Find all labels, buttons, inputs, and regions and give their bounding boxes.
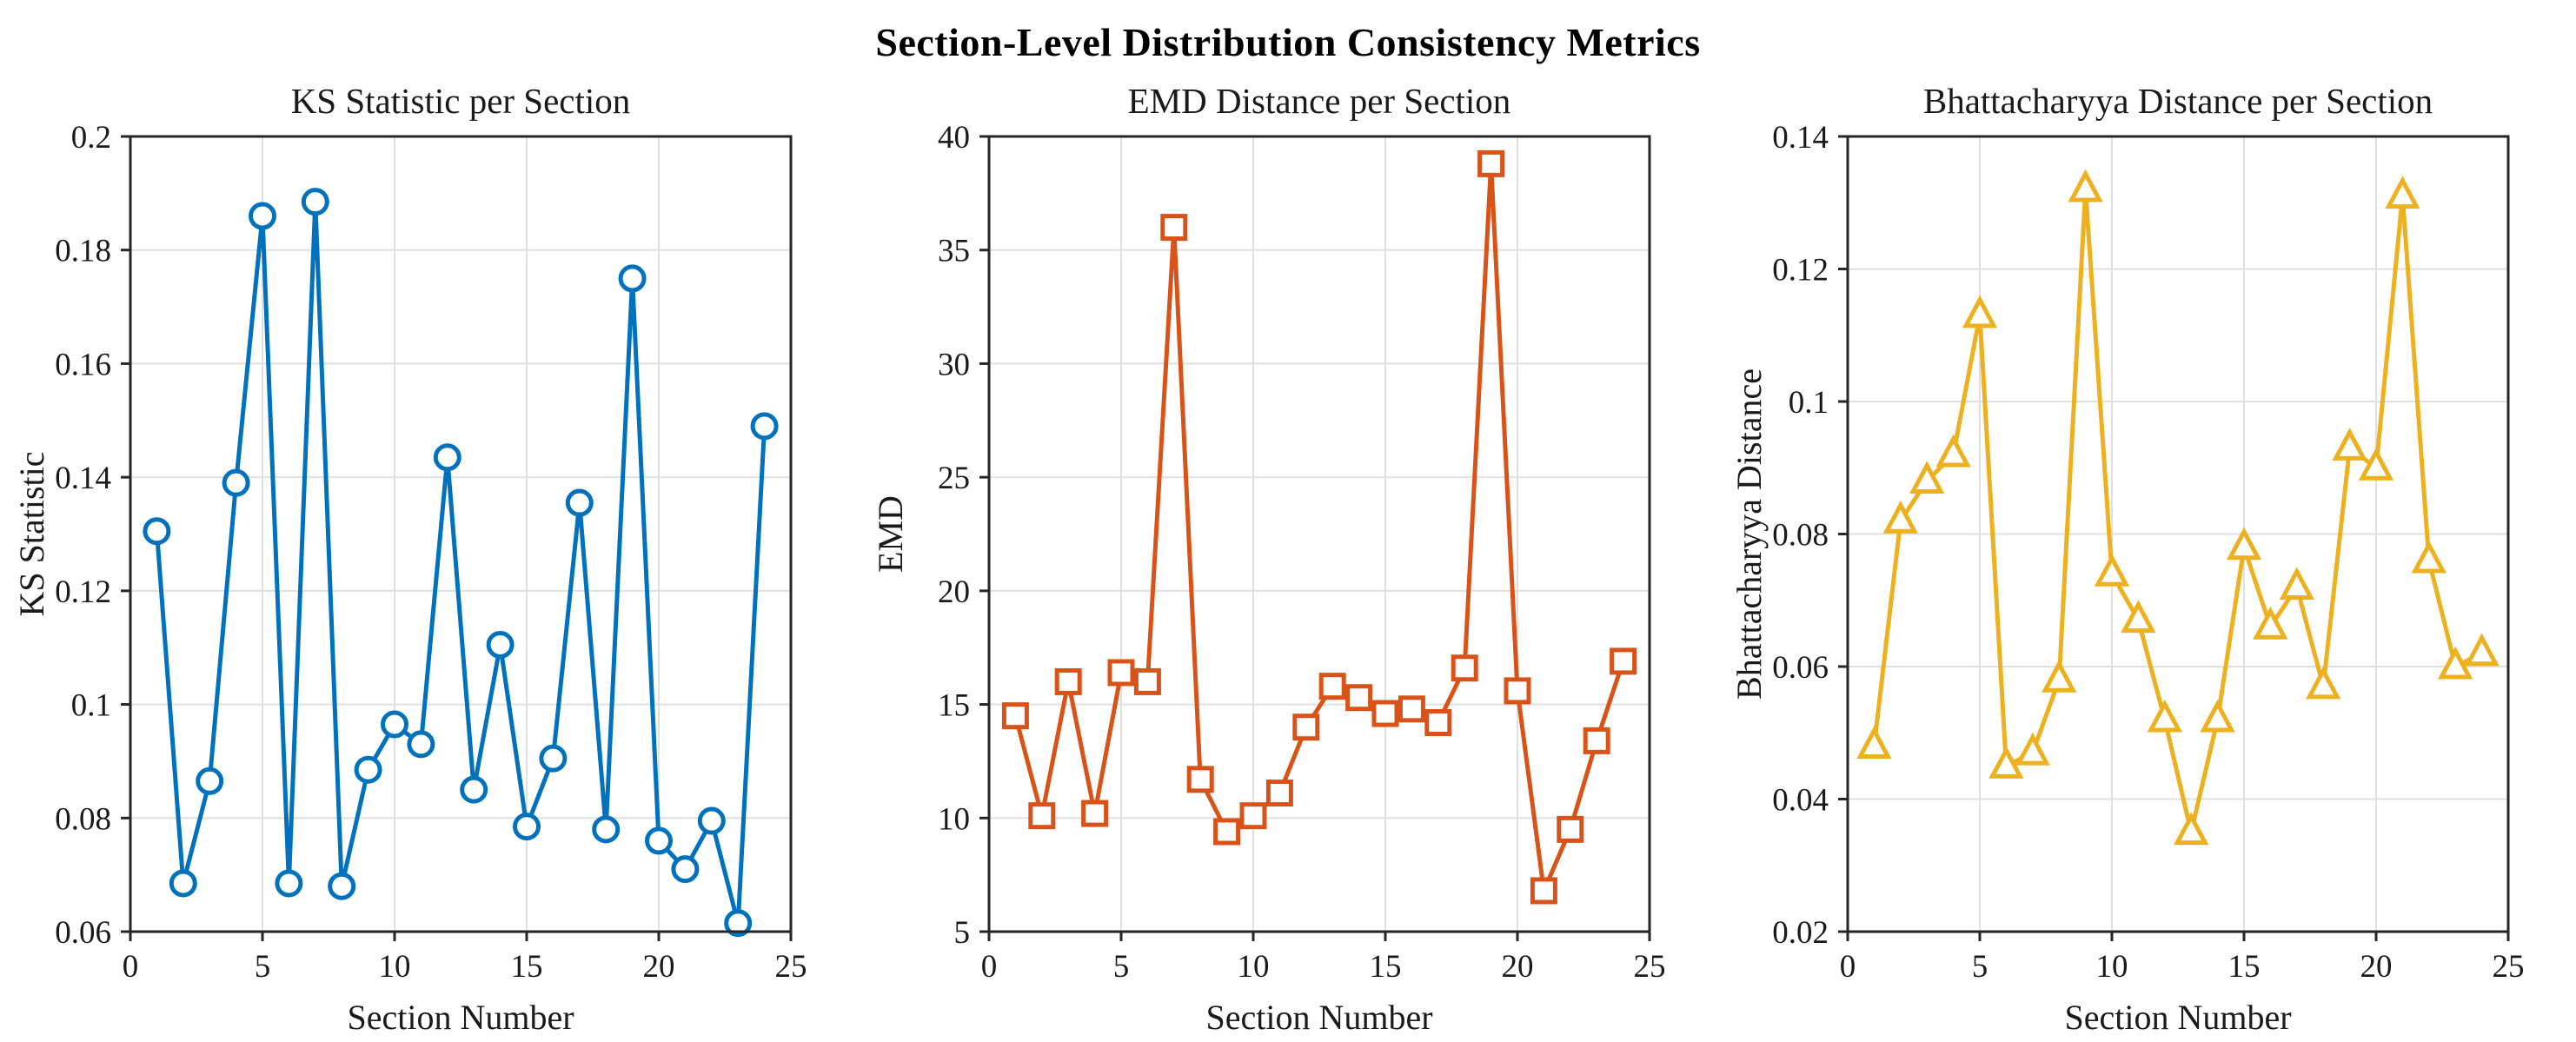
- x-tick-label: 20: [643, 949, 675, 985]
- y-tick-label: 0.1: [1789, 385, 1829, 421]
- x-tick-label: 25: [2493, 949, 2525, 985]
- y-tick-label: 0.08: [1772, 518, 1829, 554]
- emd-distance-subplot: 0 5 10 15 20 25 5 10 15 20 25 30 35 40 EMD Distance pe…: [859, 71, 1717, 1037]
- y-axis-label: KS Statistic: [12, 451, 51, 616]
- y-tick-label: 15: [938, 688, 970, 724]
- x-axis-label: Section Number: [2064, 998, 2291, 1036]
- x-tick-label: 15: [511, 949, 543, 985]
- grid-lines: [1848, 136, 2508, 932]
- x-tick-label: 20: [1502, 949, 1534, 985]
- chart-title: EMD Distance per Section: [1128, 81, 1511, 121]
- y-tick-label: 0.2: [71, 120, 111, 156]
- x-tick-label: 20: [2360, 949, 2393, 985]
- y-tick-label: 0.12: [1772, 253, 1829, 289]
- y-tick-label: 0.16: [55, 347, 111, 382]
- data-markers: [143, 188, 779, 938]
- y-tick-label: 0.12: [55, 574, 111, 610]
- y-tick-label: 10: [938, 801, 970, 837]
- y-tick-label: 30: [938, 347, 970, 382]
- y-tick-label: 0.18: [55, 234, 111, 269]
- x-tick-label: 10: [379, 949, 411, 985]
- x-tick-label: 25: [775, 949, 807, 985]
- ks-statistic-subplot: 0 5 10 15 20 25 0.06 0.08 0.1 0.12 0.14 0.16 0.18 0.2…: [0, 71, 859, 1037]
- y-tick-label: 0.14: [55, 461, 111, 496]
- axis-ticks: [121, 135, 793, 941]
- figure-suptitle: Section-Level Distribution Consistency M…: [875, 19, 1701, 64]
- y-tick-label: 0.04: [1772, 783, 1829, 819]
- y-tick-label: 0.06: [55, 915, 111, 951]
- bhattacharyya-distance-chart: 0 5 10 15 20 25 0.02 0.04 0.06 0.08 0.1 0.12 0.14 Bha…: [1730, 81, 2525, 1037]
- x-tick-label: 5: [255, 949, 271, 985]
- x-tick-label: 25: [1634, 949, 1666, 985]
- y-axis-label: Bhattacharyya Distance: [1730, 368, 1769, 700]
- x-tick-label: 10: [1238, 949, 1270, 985]
- x-tick-label: 0: [981, 949, 998, 985]
- y-tick-label: 35: [938, 234, 970, 269]
- grid-lines: [130, 136, 791, 932]
- x-tick-label: 0: [1840, 949, 1856, 985]
- data-line: [1012, 161, 1626, 893]
- axis-ticks: [1838, 135, 2510, 941]
- axis-ticks: [979, 135, 1651, 941]
- y-tick-label: 0.1: [71, 688, 111, 724]
- y-tick-label: 0.14: [1772, 120, 1829, 156]
- y-tick-label: 0.02: [1772, 915, 1829, 951]
- charts-row: 0 5 10 15 20 25 0.06 0.08 0.1 0.12 0.14 0.16 0.18 0.2…: [0, 71, 2576, 1042]
- y-tick-label: 20: [938, 574, 970, 610]
- x-axis-label: Section Number: [1205, 998, 1432, 1036]
- y-tick-label: 0.06: [1772, 650, 1829, 686]
- x-tick-label: 15: [2228, 949, 2261, 985]
- data-markers: [1856, 169, 2500, 846]
- data-line: [154, 199, 767, 926]
- axes-box: [129, 135, 793, 933]
- axes-box: [987, 135, 1651, 933]
- y-tick-label: 40: [938, 120, 970, 156]
- y-tick-label: 0.08: [55, 801, 111, 837]
- x-tick-label: 15: [1370, 949, 1402, 985]
- data-line: [1871, 187, 2485, 835]
- data-markers: [1001, 149, 1637, 905]
- x-tick-label: 0: [123, 949, 139, 985]
- x-tick-label: 5: [1972, 949, 1988, 985]
- y-tick-label: 25: [938, 461, 970, 496]
- x-tick-label: 5: [1113, 949, 1130, 985]
- x-axis-label: Section Number: [347, 998, 574, 1036]
- chart-title: Bhattacharyya Distance per Section: [1923, 81, 2433, 121]
- y-axis-label: EMD: [871, 495, 910, 573]
- ks-statistic-chart: 0 5 10 15 20 25 0.06 0.08 0.1 0.12 0.14 0.16 0.18 0.2…: [12, 81, 807, 1037]
- y-tick-label: 5: [954, 915, 971, 951]
- bhattacharyya-distance-subplot: 0 5 10 15 20 25 0.02 0.04 0.06 0.08 0.1 0.12 0.14 Bha…: [1717, 71, 2576, 1037]
- x-tick-label: 10: [2096, 949, 2128, 985]
- chart-title: KS Statistic per Section: [291, 81, 631, 121]
